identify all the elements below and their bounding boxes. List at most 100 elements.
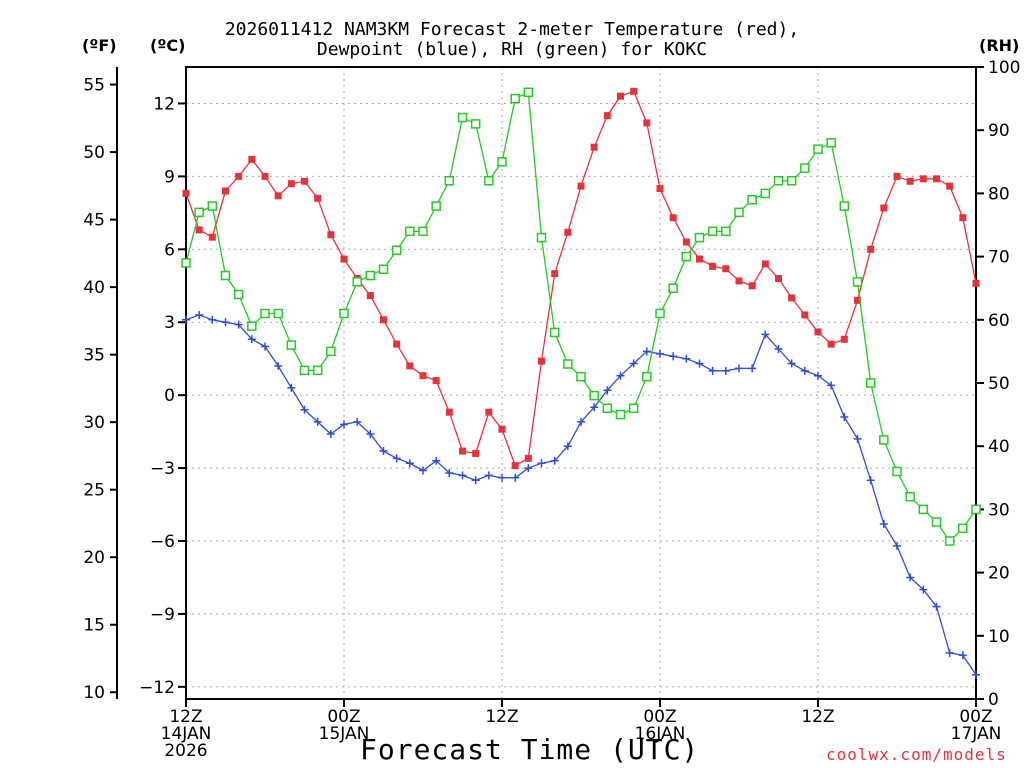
dewpoint-point: [577, 417, 585, 426]
temperature-point: [735, 277, 743, 285]
rh-point: [365, 270, 376, 281]
temperature-point: [577, 182, 585, 190]
rh-point: [378, 264, 389, 274]
rh-point: [655, 308, 665, 319]
fahrenheit-tick-label: 20: [83, 548, 105, 568]
rh-point: [721, 226, 731, 237]
dewpoint-point: [458, 471, 467, 480]
celsius-tick-label: 12: [153, 94, 175, 114]
dewpoint-point: [945, 648, 954, 657]
rh-point: [681, 251, 692, 262]
rh-tick-label: 20: [988, 564, 1010, 584]
dewpoint-point: [432, 456, 441, 465]
temperature-point: [880, 204, 888, 212]
x-tick-label: 12Z: [169, 707, 202, 727]
rh-tick-label: 0: [988, 690, 999, 710]
dewpoint-point: [787, 359, 796, 368]
rh-point: [642, 371, 652, 382]
rh-point: [207, 201, 218, 211]
rh-point: [484, 176, 494, 186]
dewpoint-point: [366, 430, 375, 439]
temperature-point: [524, 454, 532, 462]
rh-tick-label: 10: [988, 627, 1010, 647]
temperature-point: [301, 177, 308, 185]
temperature-point: [406, 362, 414, 370]
x-tick-label: 15JAN: [319, 724, 370, 744]
rh-point: [194, 207, 204, 218]
temperature-point: [590, 143, 598, 151]
rh-point: [694, 232, 705, 243]
temperature-point: [472, 449, 480, 457]
dewpoint-point: [827, 381, 836, 390]
rh-point: [260, 308, 270, 319]
celsius-tick-label: −3: [150, 459, 175, 479]
dewpoint-point: [550, 456, 559, 465]
rh-point: [431, 201, 441, 211]
dewpoint-point: [379, 447, 388, 456]
dewpoint-point: [721, 366, 730, 375]
dewpoint-point: [287, 383, 296, 392]
temperature-point: [617, 92, 624, 100]
fahrenheit-tick-label: 50: [83, 143, 105, 163]
temperature-point: [235, 172, 243, 180]
temperature-point: [854, 296, 861, 304]
dewpoint-point: [748, 364, 757, 373]
temperature-point: [775, 274, 782, 282]
rh-tick-label: 60: [988, 311, 1010, 331]
dewpoint-point: [590, 403, 599, 412]
rh-point: [181, 258, 191, 268]
celsius-tick-label: 6: [164, 240, 175, 260]
temperature-point: [538, 357, 545, 365]
celsius-tick-label: 9: [164, 167, 175, 187]
x-tick-label: 14JAN: [161, 724, 212, 744]
rh-point: [405, 226, 415, 237]
rh-tick-label: 70: [988, 248, 1010, 268]
dewpoint-point: [195, 310, 204, 319]
fahrenheit-tick-label: 45: [83, 211, 105, 231]
dewpoint-point: [879, 519, 888, 528]
fahrenheit-tick-label: 55: [83, 76, 105, 96]
rh-point: [918, 504, 929, 515]
dewpoint-point: [498, 473, 506, 482]
dewpoint-point: [563, 442, 572, 451]
celsius-axis-unit: (ºC): [150, 36, 186, 55]
temperature-point: [722, 265, 730, 273]
rh-point: [747, 194, 757, 205]
dewpoint-point: [313, 417, 322, 426]
x-tick-label: 17JAN: [951, 724, 1002, 744]
plot-frame: [185, 66, 977, 700]
celsius-tick-label: 0: [164, 386, 175, 406]
rh-tick-label: 40: [988, 437, 1010, 457]
temperature-point: [551, 270, 559, 278]
rh-point: [536, 232, 547, 243]
rh-point: [523, 87, 534, 98]
credit-link[interactable]: coolwx.com/models: [826, 745, 1007, 764]
rh-point: [905, 492, 915, 502]
rh-point: [852, 277, 863, 287]
temperature-point: [274, 192, 282, 200]
rh-point: [944, 536, 955, 546]
temperature-point: [748, 282, 756, 290]
temperature-point: [669, 214, 677, 222]
temperature-point: [498, 425, 506, 433]
rh-point: [892, 466, 902, 477]
temperature-point: [933, 175, 940, 183]
fahrenheit-tick-label: 25: [83, 481, 105, 501]
rh-point: [220, 270, 231, 281]
fahrenheit-tick-label: 35: [83, 346, 105, 366]
dewpoint-point: [445, 468, 454, 477]
temperature-point: [788, 294, 796, 302]
dewpoint-point: [906, 573, 915, 582]
rh-point: [273, 308, 283, 319]
temperature-point: [208, 233, 216, 241]
temperature-point: [366, 291, 374, 299]
temperature-point: [380, 316, 387, 324]
dewpoint-point: [893, 541, 901, 550]
x-tick-label: 12Z: [485, 707, 518, 727]
dewpoint-point: [353, 417, 362, 426]
temperature-point: [709, 262, 717, 270]
rh-point: [418, 226, 428, 237]
rh-point: [286, 340, 297, 350]
dewpoint-point: [484, 471, 493, 480]
